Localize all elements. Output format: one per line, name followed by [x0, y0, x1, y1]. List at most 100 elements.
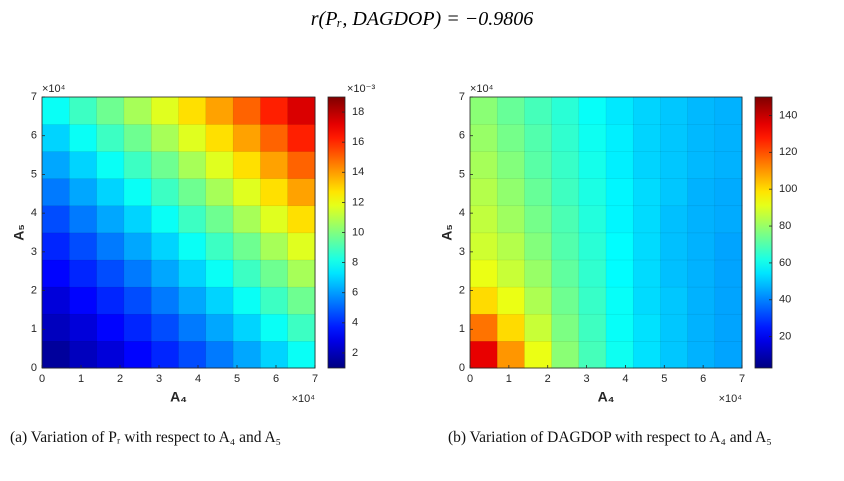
heatmap-cell — [41, 178, 70, 207]
heatmap-cell — [714, 205, 743, 234]
heatmap-cell — [524, 259, 553, 288]
heatmap-cell — [632, 96, 662, 125]
heatmap-cell — [578, 259, 607, 288]
heatmap-cell — [69, 232, 98, 261]
x-tick-label: 1 — [506, 373, 512, 385]
heatmap-cell — [660, 123, 689, 152]
heatmap-cell — [41, 232, 70, 261]
heatmap-cell — [123, 286, 152, 315]
y-axis-label: A₅ — [439, 224, 455, 241]
heatmap-cell — [687, 286, 716, 315]
heatmap-cell — [232, 313, 262, 342]
x-tick-label: 7 — [739, 373, 745, 385]
heatmap-cell — [496, 178, 526, 207]
heatmap-cell — [714, 150, 743, 179]
heatmap-cell — [551, 178, 580, 207]
heatmap-cell — [714, 96, 743, 125]
heatmap-cell — [287, 232, 316, 261]
heatmap-cell — [714, 232, 743, 261]
y-tick-label: 6 — [31, 130, 37, 142]
colorbar-tick-label: 120 — [779, 146, 797, 158]
heatmap-cell — [578, 232, 607, 261]
heatmap-cell — [287, 286, 316, 315]
heatmap-cell — [660, 205, 689, 234]
heatmap-cell — [605, 340, 634, 369]
heatmap-cell — [41, 96, 70, 125]
heatmap-cell — [260, 313, 289, 342]
heatmap-cell — [69, 123, 98, 152]
x-axis-label: A₄ — [170, 389, 187, 405]
heatmap-cell — [551, 259, 580, 288]
heatmap-cell — [687, 259, 716, 288]
heatmap-cell — [96, 96, 125, 125]
heatmap-cell — [123, 205, 152, 234]
heatmap-cell — [232, 232, 262, 261]
heatmap-cell — [632, 259, 662, 288]
heatmap-cell — [551, 286, 580, 315]
heatmap-cell — [178, 286, 207, 315]
heatmap-cell — [632, 286, 662, 315]
heatmap-cell — [714, 286, 743, 315]
x-tick-label: 7 — [312, 373, 318, 385]
heatmap-cell — [287, 150, 316, 179]
heatmap-cell — [178, 340, 207, 369]
heatmap-cell — [687, 205, 716, 234]
heatmap-cell — [232, 259, 262, 288]
y-tick-label: 4 — [459, 207, 465, 219]
heatmap-cell — [41, 259, 70, 288]
y-tick-label: 3 — [459, 246, 465, 258]
heatmap-cell — [524, 205, 553, 234]
heatmap-cell — [69, 178, 98, 207]
heatmap-cell — [260, 259, 289, 288]
heatmap-cell — [524, 286, 553, 315]
heatmap-cell — [469, 232, 498, 261]
heatmap-cell — [496, 340, 526, 369]
heatmap-cell — [260, 286, 289, 315]
heatmap-cell — [232, 178, 262, 207]
heatmap-cell — [178, 232, 207, 261]
heatmap-cell — [287, 259, 316, 288]
caption: (b) Variation of DAGDOP with respect to … — [448, 429, 772, 446]
heatmap-cell — [260, 123, 289, 152]
y-tick-label: 0 — [459, 362, 465, 374]
heatmap-cell — [714, 313, 743, 342]
heatmap-cell — [632, 313, 662, 342]
heatmap-cell — [660, 96, 689, 125]
heatmap-cell — [69, 205, 98, 234]
heatmap-cell — [524, 340, 553, 369]
heatmap-cell — [96, 286, 125, 315]
caption: (a) Variation of Pᵣ with respect to A₄ a… — [10, 429, 282, 446]
colorbar-tick-label: 100 — [779, 183, 797, 195]
colorbar-exponent: ×10⁻³ — [347, 83, 375, 95]
heatmap-cell — [496, 123, 526, 152]
heatmap-cell — [687, 340, 716, 369]
heatmap-cell — [605, 313, 634, 342]
heatmap-cell — [178, 259, 207, 288]
heatmap-cell — [178, 123, 207, 152]
heatmap-cell — [205, 286, 234, 315]
correlation-formula: r(Pᵣ, DAGDOP) = −0.9806 — [310, 8, 534, 30]
heatmap-cell — [123, 232, 152, 261]
heatmap-cell — [260, 232, 289, 261]
heatmap-cell — [524, 178, 553, 207]
heatmap-cell — [205, 232, 234, 261]
heatmap-cell — [714, 259, 743, 288]
heatmap-cell — [469, 313, 498, 342]
x-tick-label: 0 — [467, 373, 473, 385]
heatmap-cell — [496, 313, 526, 342]
heatmap-cell — [41, 313, 70, 342]
plot-frame — [469, 96, 743, 369]
heatmap-cell — [41, 286, 70, 315]
heatmap-cell — [232, 205, 262, 234]
heatmap-cell — [632, 205, 662, 234]
heatmap-cell — [524, 313, 553, 342]
heatmap-cell — [150, 232, 180, 261]
heatmap-cell — [524, 150, 553, 179]
colorbar-tick-label: 14 — [352, 166, 364, 178]
heatmap-cell — [660, 259, 689, 288]
heatmap-cell — [150, 259, 180, 288]
heatmap-cell — [150, 96, 180, 125]
heatmap-cell — [714, 340, 743, 369]
heatmap-cell — [469, 96, 498, 125]
